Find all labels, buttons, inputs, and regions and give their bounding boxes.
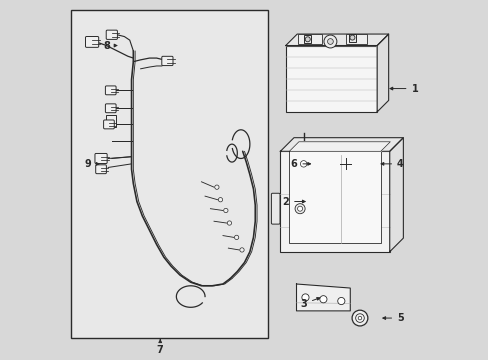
Text: 5: 5 (382, 313, 403, 323)
FancyBboxPatch shape (105, 104, 116, 113)
Circle shape (349, 35, 354, 40)
FancyBboxPatch shape (106, 30, 117, 39)
FancyBboxPatch shape (162, 56, 173, 66)
Polygon shape (296, 284, 349, 311)
Circle shape (327, 39, 333, 44)
Text: 1: 1 (389, 84, 417, 94)
Circle shape (337, 297, 344, 305)
Text: 3: 3 (300, 297, 319, 309)
FancyBboxPatch shape (105, 115, 116, 127)
Text: 7: 7 (157, 339, 163, 355)
FancyBboxPatch shape (103, 120, 114, 129)
Text: 6: 6 (290, 159, 310, 169)
Circle shape (301, 294, 308, 301)
Circle shape (223, 208, 227, 213)
Circle shape (337, 156, 353, 172)
FancyBboxPatch shape (271, 193, 280, 224)
FancyBboxPatch shape (346, 35, 366, 44)
FancyBboxPatch shape (297, 35, 321, 44)
Bar (348, 33, 355, 41)
Text: 9: 9 (84, 159, 99, 169)
FancyBboxPatch shape (296, 156, 310, 171)
Circle shape (294, 204, 305, 214)
Polygon shape (389, 138, 403, 252)
Circle shape (357, 316, 361, 320)
Circle shape (297, 206, 302, 211)
Circle shape (218, 198, 222, 202)
Circle shape (324, 35, 336, 48)
Polygon shape (280, 138, 403, 151)
Circle shape (319, 296, 326, 303)
Bar (289, 151, 380, 243)
Circle shape (234, 235, 238, 239)
Bar (304, 35, 311, 43)
Bar (70, 10, 267, 338)
Text: 4: 4 (380, 159, 403, 169)
Circle shape (355, 314, 364, 322)
FancyBboxPatch shape (96, 165, 106, 174)
Text: 2: 2 (282, 197, 305, 207)
FancyBboxPatch shape (85, 36, 99, 48)
Polygon shape (285, 34, 388, 45)
Circle shape (214, 185, 219, 189)
FancyBboxPatch shape (95, 153, 107, 163)
Circle shape (351, 310, 367, 326)
Circle shape (227, 221, 231, 225)
Circle shape (239, 248, 244, 252)
Polygon shape (376, 34, 388, 112)
Text: 8: 8 (103, 41, 117, 50)
Polygon shape (289, 142, 389, 151)
Bar (280, 151, 389, 252)
Circle shape (300, 161, 306, 167)
Bar (285, 45, 376, 112)
FancyBboxPatch shape (105, 86, 116, 95)
Circle shape (305, 37, 309, 42)
